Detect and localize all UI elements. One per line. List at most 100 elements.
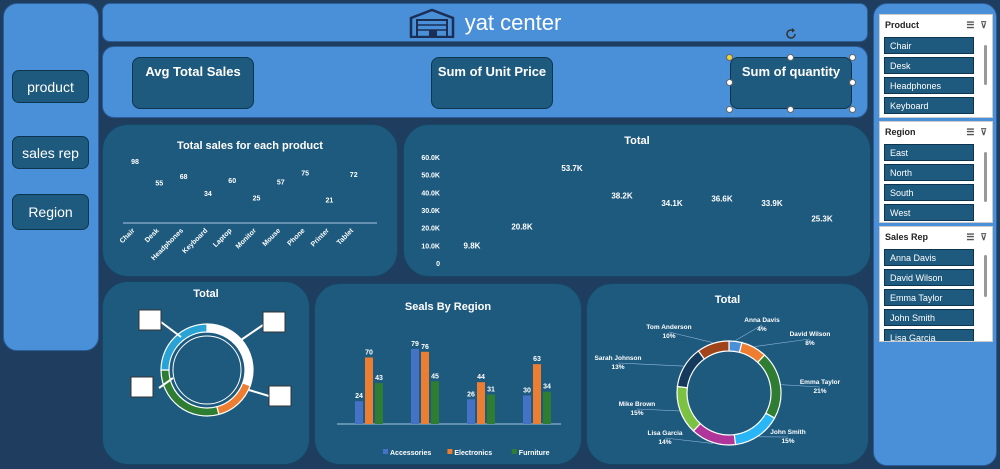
sales-rep-donut-chart: Anna Davis 4% David Wilson 8% Emma Taylor 21%…: [595, 317, 841, 446]
bar: [467, 399, 475, 424]
slicer-item-keyboard[interactable]: Keyboard: [884, 97, 974, 114]
slicer-item-david-wilson[interactable]: David Wilson: [884, 269, 974, 286]
legend-swatch: [447, 449, 453, 454]
kpi-sum-unit-price[interactable]: Sum of Unit Price: [431, 57, 553, 109]
data-label: 30: [523, 388, 531, 395]
bar: [355, 401, 363, 424]
nav-button-product[interactable]: product: [12, 70, 89, 103]
leader-line: [617, 362, 684, 367]
slice-pct-label: 14%: [658, 439, 671, 446]
selection-handle[interactable]: [726, 54, 733, 61]
slicer-item-chair[interactable]: Chair: [884, 37, 974, 54]
data-label: 55: [155, 181, 163, 188]
donut-segment: [160, 323, 208, 371]
selection-handle[interactable]: [849, 54, 856, 61]
region-slicer-scrollbar[interactable]: [984, 152, 987, 202]
nav-button-region[interactable]: Region: [12, 194, 89, 230]
category-label: Mouse: [262, 227, 283, 248]
data-label: 72: [350, 172, 358, 179]
selection-handle[interactable]: [849, 79, 856, 86]
y-tick-label: 30.0K: [421, 208, 440, 215]
category-label: Monitor: [235, 227, 258, 250]
data-label: 34: [543, 384, 551, 391]
slicer-item-lisa-garcia[interactable]: Lisa Garcia: [884, 329, 974, 341]
total-line-chart: 0 10.0K 20.0K 30.0K 40.0K 50.0K 60.0K 9.8K 20.8K…: [421, 155, 833, 268]
slicer-item-john-smith[interactable]: John Smith: [884, 309, 974, 326]
donut-slice: [733, 412, 776, 446]
data-label: 76: [421, 344, 429, 351]
callout-box: [130, 376, 154, 398]
legend-label: Accessories: [390, 450, 431, 457]
slice-name-label: Tom Anderson: [646, 324, 691, 331]
leader-line: [754, 338, 811, 347]
data-label: 21: [326, 198, 334, 205]
slicer-item-headphones[interactable]: Headphones: [884, 77, 974, 94]
slicer-item-emma-taylor[interactable]: Emma Taylor: [884, 289, 974, 306]
warehouse-icon: [409, 8, 454, 38]
slice-name-label: Emma Taylor: [800, 379, 841, 386]
selection-handle[interactable]: [787, 54, 794, 61]
category-label: Phone: [286, 227, 306, 247]
seals-by-region-title: Seals By Region: [404, 301, 492, 313]
donut-slice: [756, 354, 782, 419]
multi-select-icon[interactable]: ☰: [966, 19, 975, 30]
slicer-item-south[interactable]: South: [884, 184, 974, 201]
product-slicer-scrollbar[interactable]: [984, 45, 987, 85]
total-line-card: Total 0 10.0K 20.0K 30.0K 40.0K 50.0K 60.0K 9.8…: [403, 124, 871, 277]
total-line-title: Total: [624, 135, 650, 147]
sales-rep-slicer-scrollbar[interactable]: [984, 255, 987, 297]
callout-box: [268, 385, 292, 407]
selection-handle[interactable]: [726, 106, 733, 113]
data-label: 53.7K: [561, 164, 583, 173]
bar: [411, 348, 419, 424]
selection-handle[interactable]: [787, 106, 794, 113]
legend-label: Electronics: [454, 450, 492, 457]
data-label: 25: [253, 196, 261, 203]
multi-select-icon[interactable]: ☰: [966, 126, 975, 137]
sales-rep-slicer-title: Sales Rep: [885, 232, 929, 242]
donut-segment: [206, 323, 254, 387]
region-slicer-title: Region: [885, 127, 916, 137]
total-donut-chart: [130, 309, 292, 417]
product-sales-title: Total sales for each product: [177, 140, 323, 152]
slicer-item-east[interactable]: East: [884, 144, 974, 161]
selection-handle[interactable]: [849, 106, 856, 113]
callout-line: [240, 324, 264, 341]
nav-button-sales-rep[interactable]: sales rep: [12, 136, 89, 169]
callout-line: [158, 377, 174, 389]
y-tick-label: 20.0K: [421, 226, 440, 233]
bar: [523, 395, 531, 424]
callout-box: [262, 311, 286, 333]
clear-filter-icon[interactable]: ⊽: [980, 231, 987, 242]
y-tick-label: 40.0K: [421, 190, 440, 197]
clear-filter-icon[interactable]: ⊽: [980, 19, 987, 30]
slice-pct-label: 10%: [662, 333, 675, 340]
data-label: 38.2K: [611, 192, 633, 201]
slicer-item-desk[interactable]: Desk: [884, 57, 974, 74]
slicer-item-anna-davis[interactable]: Anna Davis: [884, 249, 974, 266]
bar: [543, 391, 551, 424]
leader-line: [735, 324, 763, 341]
selection-handle[interactable]: [726, 79, 733, 86]
total-donut-card: Total: [102, 281, 310, 465]
total-donut-title: Total: [193, 288, 219, 300]
rotate-handle-icon[interactable]: [784, 27, 798, 41]
sales-rep-donut-title: Total: [714, 294, 741, 306]
clear-filter-icon[interactable]: ⊽: [980, 126, 987, 137]
callout-box: [138, 309, 162, 331]
inner-ring: [172, 335, 242, 405]
donut-slice: [676, 350, 706, 389]
kpi-sum-quantity[interactable]: Sum of quantity: [730, 57, 852, 109]
category-label: Chair: [119, 227, 137, 245]
data-label: 25.3K: [811, 214, 833, 223]
product-slicer: Product ☰ ⊽ Chair Desk Headphones Keyboar…: [879, 14, 993, 118]
kpi-avg-total-sales[interactable]: Avg Total Sales: [132, 57, 254, 109]
y-tick-label: 60.0K: [421, 155, 440, 162]
slicer-item-west[interactable]: West: [884, 204, 974, 221]
legend-label: Furniture: [519, 450, 550, 457]
slice-name-label: Mike Brown: [619, 401, 656, 408]
slicer-item-north[interactable]: North: [884, 164, 974, 181]
multi-select-icon[interactable]: ☰: [966, 231, 975, 242]
bar: [365, 357, 373, 424]
slice-name-label: John Smith: [770, 429, 805, 436]
